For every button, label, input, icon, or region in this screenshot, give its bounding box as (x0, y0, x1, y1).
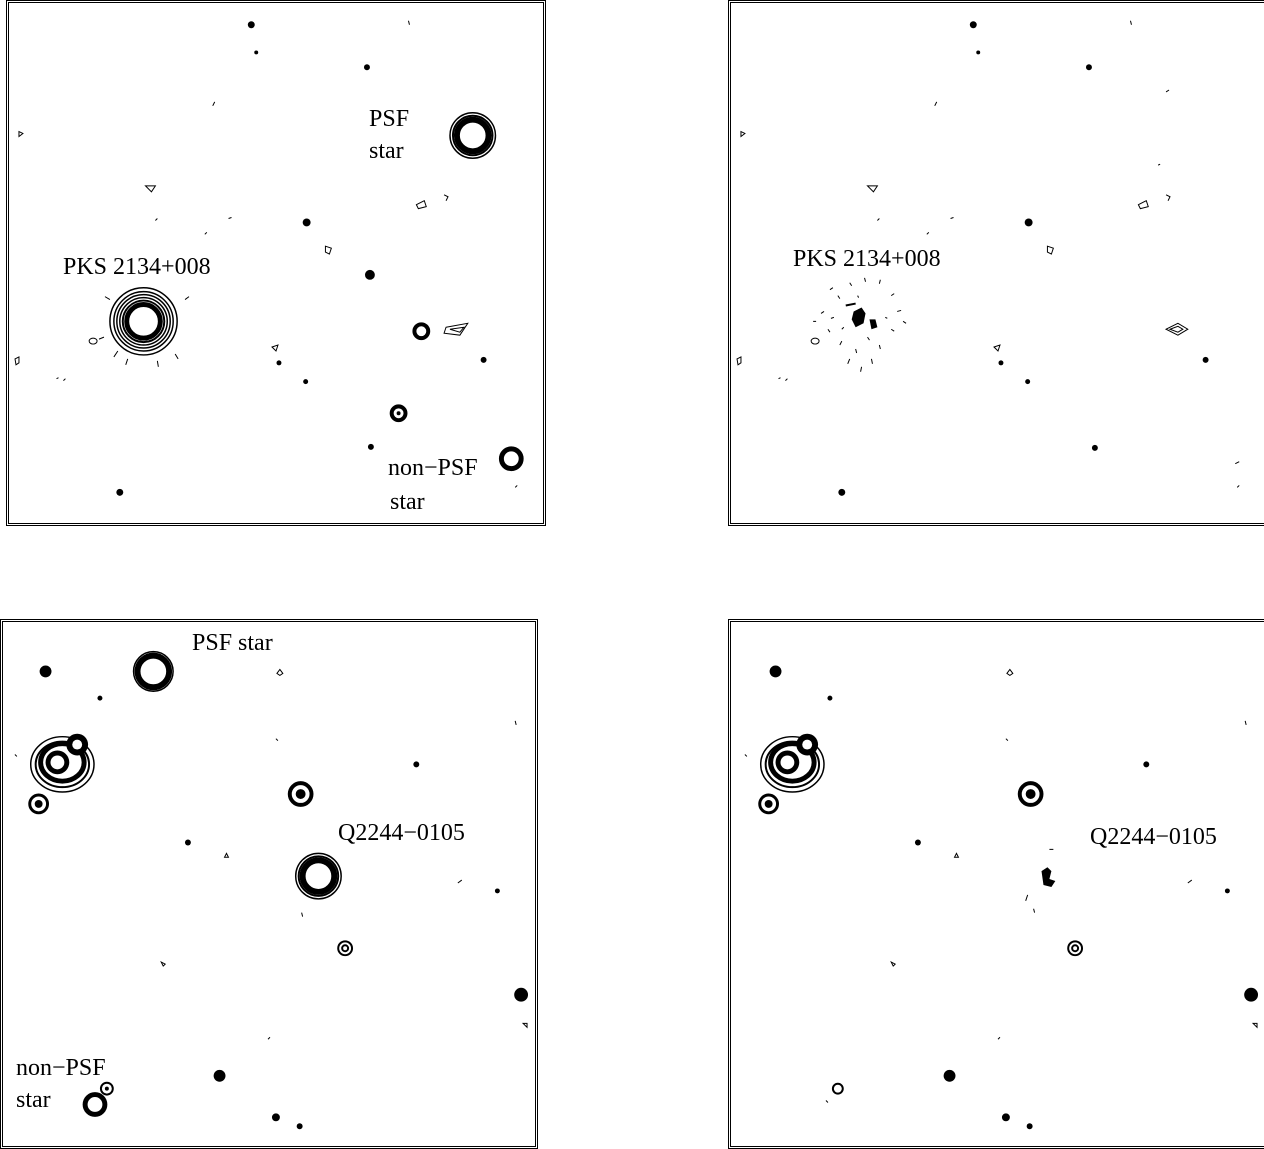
contour-plot-4 (744, 665, 1259, 1130)
field-stars-4 (769, 665, 1259, 1130)
non-psf-star-1 (498, 446, 524, 472)
target-label: PKS 2134+008 (793, 246, 941, 272)
faint-sources-4 (744, 668, 1258, 1103)
non-psf-star-2 (82, 1081, 114, 1117)
field-stars-3 (39, 665, 529, 1130)
contour-plot-1 (14, 20, 524, 496)
contour-plot-3 (14, 650, 529, 1130)
faint-sources-3 (14, 668, 528, 1040)
quasar-q2244 (294, 852, 342, 900)
target-label: Q2244−0105 (338, 820, 465, 846)
panel-bottom-right: Q2244−0105 (728, 619, 1264, 1149)
residual-pks-2134 (810, 277, 907, 372)
panel-top-right: PKS 2134+008 (728, 0, 1264, 526)
non-psf-star-label: non−PSF star (16, 1055, 106, 1113)
quasar-pks-2134 (88, 286, 190, 367)
panel-bottom-left: PSF star Q2244−0105 non−PSF star (0, 619, 538, 1149)
non-psf-star-label: non−PSF star (388, 455, 478, 515)
contour-plot-2 (736, 20, 1240, 496)
faint-sources-1 (14, 20, 518, 488)
faint-sources-2 (736, 20, 1240, 488)
residual-q2244 (1025, 848, 1056, 913)
bright-star-group-3 (28, 733, 95, 815)
psf-star-2 (132, 650, 174, 692)
psf-star-label: PSF star (192, 630, 273, 656)
bright-star-group-4 (758, 733, 825, 815)
field-stars-1 (116, 21, 487, 496)
target-label: PKS 2134+008 (63, 254, 211, 280)
field-stars-2 (838, 21, 1209, 496)
panel-top-left: PKS 2134+008 PSF star non−PSF star (6, 0, 546, 526)
psf-star-1 (449, 111, 497, 159)
target-label: Q2244−0105 (1090, 824, 1217, 850)
psf-star-label: PSF star (369, 106, 410, 164)
